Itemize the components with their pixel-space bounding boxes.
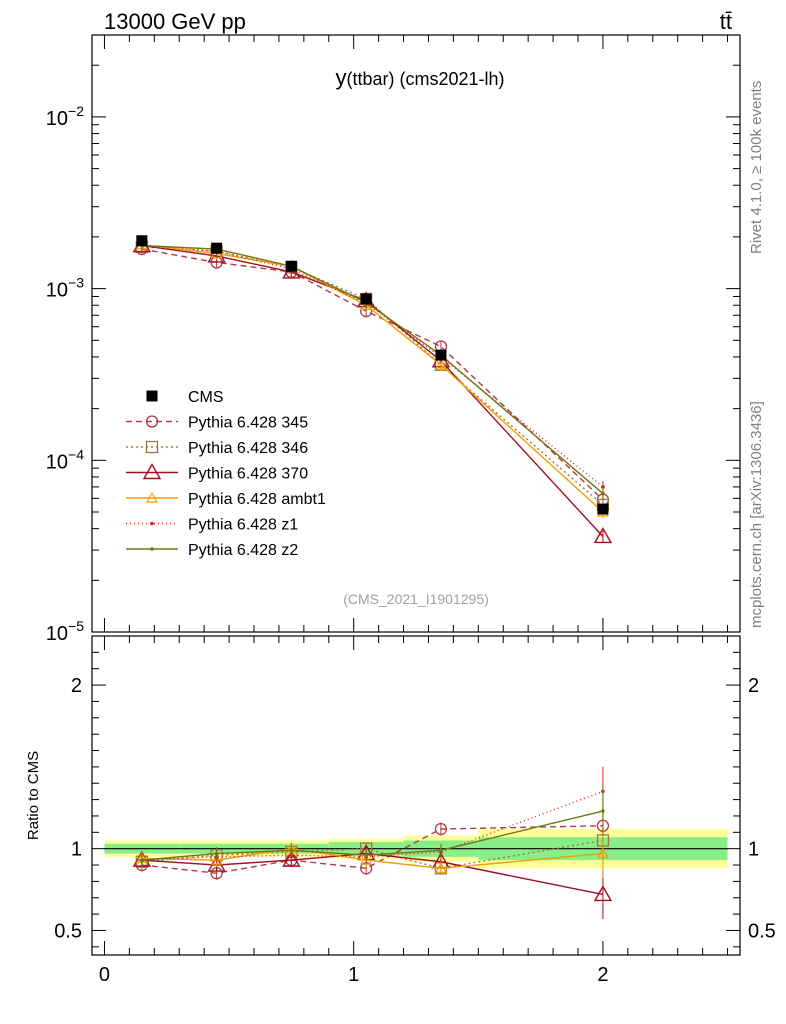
- y-tick-label: 10−2: [46, 103, 84, 130]
- ratio-point: [593, 885, 613, 902]
- analysis-watermark: (CMS_2021_I1901295): [343, 591, 489, 607]
- y-tick-label: 10−4: [46, 446, 84, 473]
- process-label: tt̄: [720, 9, 732, 34]
- ratio-point: [434, 822, 448, 836]
- ratio-y-axis-label: Ratio to CMS: [25, 751, 42, 840]
- ratio-point: [601, 809, 605, 813]
- series-pythia-6-428-z2: [140, 239, 605, 500]
- ratio-panel: 0.5 0.5 1 1 2 2 0 1 2 Ratio to CMS: [25, 635, 776, 986]
- legend-label: Pythia 6.428 370: [188, 466, 308, 483]
- legend-label: Pythia 6.428 ambt1: [188, 491, 326, 508]
- source-label: mcplots.cern.ch [arXiv:1306.3436]: [748, 401, 765, 628]
- x-tick-label: 0: [99, 964, 110, 986]
- data-point: [601, 491, 605, 496]
- legend-marker: [142, 463, 162, 480]
- ratio-point: [364, 853, 368, 858]
- data-point: [434, 358, 447, 370]
- main-panel: 10−2 10−3 10−4 10−5 y(ttbar) (cms2021-lh) (CM…: [46, 34, 741, 645]
- data-point: [601, 485, 605, 489]
- ratio-y-tick-label: 2: [71, 675, 82, 697]
- ratio-y-ticks: [92, 635, 740, 948]
- y-tick-label: 10−3: [46, 275, 84, 302]
- data-point: [435, 349, 447, 361]
- ratio-y-tick-label: 1: [71, 839, 82, 861]
- data-point: [211, 242, 223, 254]
- legend-label: Pythia 6.428 z2: [188, 542, 298, 559]
- data-point: [597, 503, 609, 515]
- ratio-point: [210, 853, 223, 865]
- ratio-point: [140, 858, 144, 862]
- ratio-point: [360, 853, 373, 865]
- x-tick-label: 1: [348, 964, 359, 986]
- series-line: [141, 246, 604, 506]
- series-line: [141, 244, 604, 495]
- chart-title: y(ttbar) (cms2021-lh): [335, 65, 504, 90]
- ratio-point: [289, 848, 294, 853]
- ratio-line: [141, 825, 603, 874]
- main-frame: [91, 34, 741, 633]
- legend-label: CMS: [188, 389, 224, 406]
- data-point: [285, 260, 297, 272]
- main-y-ticks: [92, 34, 740, 633]
- ratio-line: [141, 852, 604, 896]
- ratio-point: [434, 862, 447, 873]
- ratio-line: [141, 810, 604, 861]
- ratio-series-pythia-6-428-z2: [140, 786, 605, 867]
- data-point: [593, 527, 613, 544]
- legend-label: Pythia 6.428 z1: [188, 517, 298, 534]
- data-point: [360, 293, 372, 305]
- ratio-line: [141, 790, 604, 861]
- energy-label: 13000 GeV pp: [104, 9, 246, 34]
- data-point: [136, 235, 148, 247]
- ratio-y-tick-label-right: 0.5: [748, 920, 776, 942]
- ratio-y-tick-label: 0.5: [54, 920, 82, 942]
- series-cms: [136, 235, 609, 515]
- legend-marker: [145, 415, 159, 428]
- ratio-point: [214, 851, 219, 856]
- ratio-frame: [91, 635, 741, 956]
- ratio-y-tick-label-right: 1: [748, 839, 759, 861]
- legend-marker: [145, 440, 159, 454]
- legend-marker: [145, 491, 159, 503]
- y-tick-label: 10−5: [46, 618, 84, 645]
- rivet-version-label: Rivet 4.1.0, ≥ 100k events: [748, 81, 765, 254]
- legend-marker: [150, 521, 154, 526]
- x-tick-label: 2: [597, 964, 608, 986]
- ratio-y-tick-label-right: 2: [748, 675, 759, 697]
- legend-marker: [146, 390, 158, 402]
- ratio-line: [141, 847, 603, 870]
- legend-label: Pythia 6.428 345: [188, 415, 308, 432]
- ratio-point: [439, 848, 443, 853]
- ratio-point: [596, 847, 609, 859]
- legend-label: Pythia 6.428 346: [188, 440, 308, 457]
- legend-marker: [150, 547, 154, 551]
- series-line: [141, 248, 604, 501]
- legend: CMS Pythia 6.428 345 Pythia 6.428 346 Pythi…: [126, 389, 326, 559]
- ratio-point: [282, 850, 301, 867]
